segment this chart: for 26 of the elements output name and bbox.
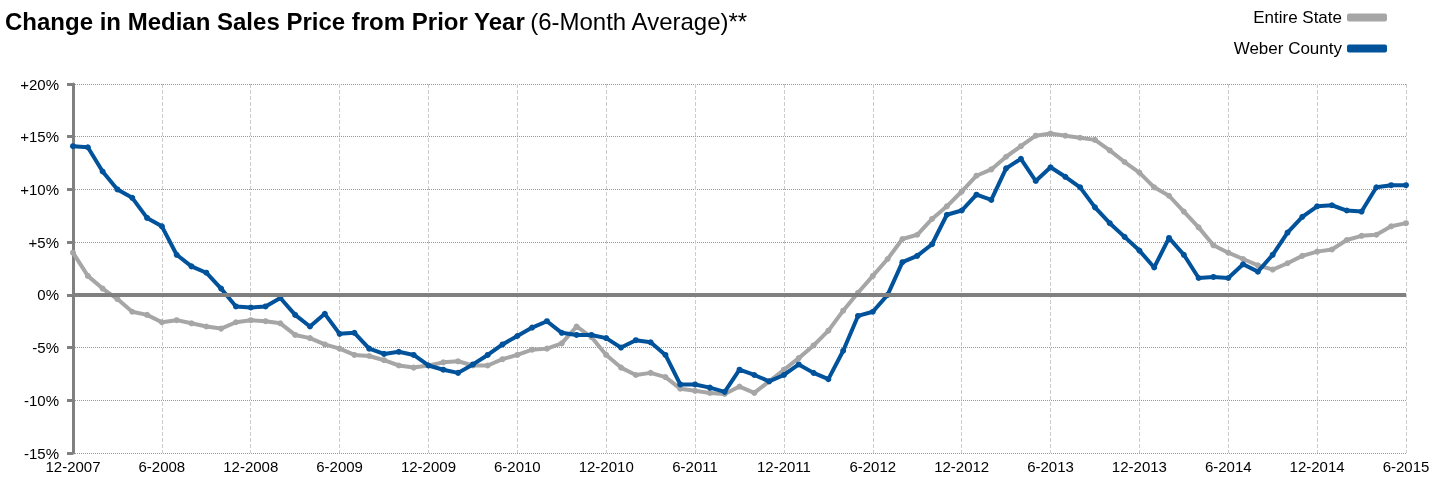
x-tick-label: 12-2011 xyxy=(756,458,811,475)
x-tick-label: 6-2014 xyxy=(1204,458,1252,475)
chart-subtitle: (6-Month Average)** xyxy=(530,7,748,35)
y-tick-label: -5% xyxy=(32,339,59,357)
y-tick-label: +10% xyxy=(20,180,59,198)
legend-label: Entire State xyxy=(1253,8,1342,27)
y-tick-label: 0% xyxy=(37,286,59,304)
x-tick-label: 6-2008 xyxy=(138,458,186,475)
x-tick-label: 6-2011 xyxy=(672,458,718,475)
y-tick-label: +20% xyxy=(20,75,59,93)
x-tick-label: 12-2008 xyxy=(223,458,279,475)
x-tick-label: 12-2010 xyxy=(578,458,634,475)
x-tick-label: 6-2010 xyxy=(493,458,541,475)
y-tick-label: -10% xyxy=(23,391,59,409)
x-tick-label: 6-2015 xyxy=(1382,458,1430,475)
legend-label: Weber County xyxy=(1233,39,1343,58)
x-tick-label: 12-2013 xyxy=(1111,458,1167,475)
x-tick-label: 12-2012 xyxy=(934,458,990,475)
x-tick-label: 12-2009 xyxy=(400,458,456,475)
chart-title: Change in Median Sales Price from Prior Year xyxy=(5,7,525,35)
x-tick-label: 6-2012 xyxy=(849,458,897,475)
y-tick-label: +15% xyxy=(20,128,59,146)
x-tick-label: 12-2014 xyxy=(1289,458,1345,475)
x-tick-label: 6-2013 xyxy=(1027,458,1074,475)
x-tick-label: 6-2009 xyxy=(316,458,363,475)
y-tick-label: +5% xyxy=(28,233,59,251)
